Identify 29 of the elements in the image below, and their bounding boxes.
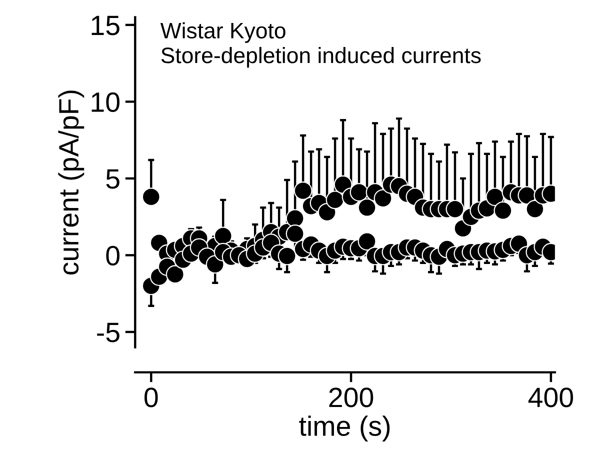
point bbox=[286, 209, 304, 228]
x-tick-label: 400 bbox=[528, 388, 574, 408]
point bbox=[318, 202, 336, 222]
point bbox=[374, 189, 392, 208]
x-tick-label: 200 bbox=[329, 388, 374, 408]
y-axis-title: current (pA/pF) bbox=[58, 90, 84, 274]
point bbox=[166, 265, 184, 284]
text: Store-depletion induced currents bbox=[161, 46, 481, 68]
point bbox=[214, 226, 232, 246]
point bbox=[286, 224, 304, 243]
point bbox=[494, 201, 512, 220]
y-tick-label: 15 bbox=[92, 16, 120, 36]
y-tick-label: -5 bbox=[97, 322, 120, 342]
x-tick-label: 0 bbox=[144, 388, 158, 408]
point bbox=[278, 246, 296, 266]
y-tick-label: 0 bbox=[106, 246, 120, 266]
chart-title: Wistar Kyoto bbox=[160, 22, 286, 43]
point bbox=[142, 188, 160, 206]
point bbox=[350, 183, 368, 202]
y-tick-label: 10 bbox=[92, 92, 120, 112]
x-axis-title: time (s) bbox=[299, 416, 390, 442]
point bbox=[446, 200, 464, 218]
point bbox=[358, 232, 376, 251]
point bbox=[358, 198, 376, 217]
point bbox=[526, 200, 544, 218]
point bbox=[486, 188, 504, 206]
point bbox=[294, 181, 312, 200]
y-tick-label: 5 bbox=[106, 169, 120, 189]
point bbox=[326, 190, 344, 210]
